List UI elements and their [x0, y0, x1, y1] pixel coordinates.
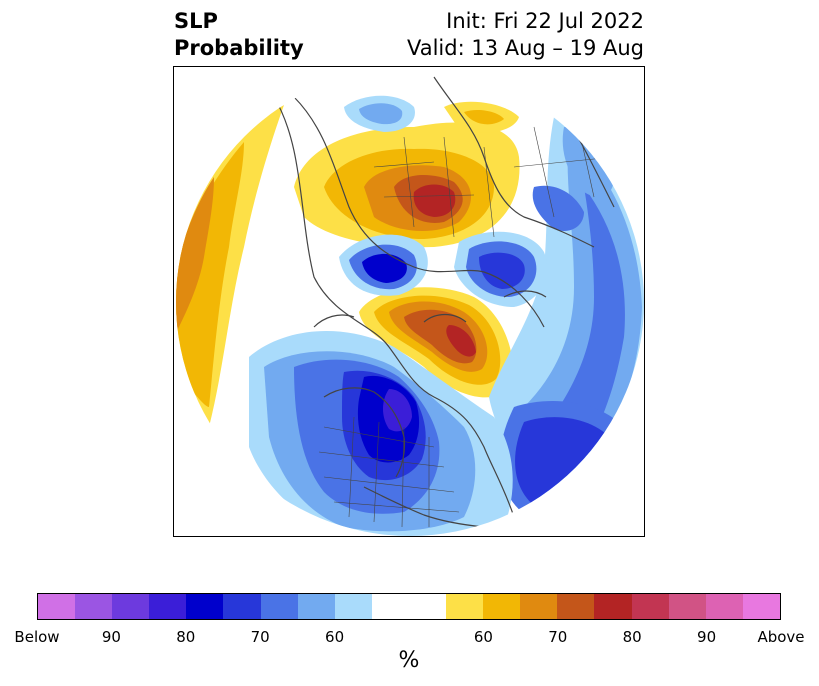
colorbar-segment [705, 594, 743, 619]
coastlines [188, 76, 615, 528]
forecast-dates: Init: Fri 22 Jul 2022 Valid: 13 Aug – 19… [407, 8, 644, 62]
colorbar-tick-label: 80 [176, 628, 196, 646]
anomaly-siberia [344, 95, 614, 307]
title-line-1: SLP [174, 9, 218, 33]
colorbar-segment [260, 594, 298, 619]
colorbar-segment [297, 594, 335, 619]
colorbar-segment [408, 594, 447, 619]
colorbar-segment [446, 594, 484, 619]
anomaly-north-atlantic [489, 117, 644, 527]
colorbar-segment [223, 594, 261, 619]
title-line-2: Probability [174, 36, 304, 60]
colorbar-segment [75, 594, 113, 619]
colorbar-tick-label: 60 [473, 628, 493, 646]
valid-range: Valid: 13 Aug – 19 Aug [406, 36, 644, 60]
init-date: Init: Fri 22 Jul 2022 [446, 9, 644, 33]
colorbar-tick-label: 60 [325, 628, 345, 646]
colorbar-segment [668, 594, 706, 619]
colorbar-segment [112, 594, 150, 619]
colorbar-segment [594, 594, 632, 619]
colorbar-segment [520, 594, 558, 619]
colorbar-tick-label: 90 [697, 628, 717, 646]
colorbar-unit: % [398, 648, 420, 673]
colorbar-segment [557, 594, 595, 619]
colorbar-tick-label: 90 [101, 628, 121, 646]
colorbar-tick-label: 70 [250, 628, 270, 646]
colorbar-tick-label: 70 [548, 628, 568, 646]
chart-title: SLP Probability [174, 8, 304, 62]
anomaly-scandinavia [339, 234, 428, 296]
map-svg [176, 68, 644, 536]
polar-map [173, 66, 645, 537]
colorbar-segment [483, 594, 521, 619]
colorbar-segment [631, 594, 669, 619]
probability-field [176, 68, 644, 536]
colorbar-segment [149, 594, 187, 619]
colorbar-segment [371, 594, 409, 619]
colorbar-tick-label: Above [757, 628, 805, 646]
colorbar-segment [186, 594, 224, 619]
colorbar-segment [742, 594, 780, 619]
colorbar-segment [334, 594, 372, 619]
anomaly-northern-russia [294, 101, 520, 248]
colorbar-segment [38, 594, 76, 619]
colorbar [37, 593, 781, 620]
state-borders [318, 106, 615, 528]
colorbar-tick-label: 80 [622, 628, 642, 646]
colorbar-tick-label: Below [14, 628, 60, 646]
